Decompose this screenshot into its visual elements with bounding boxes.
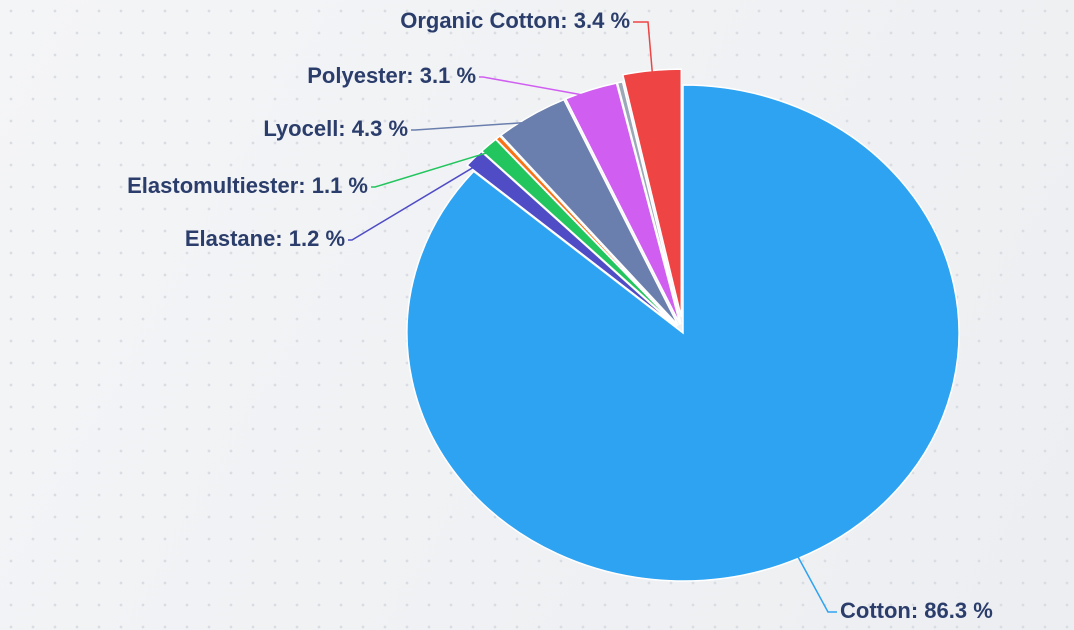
slice-label: Organic Cotton: 3.4 % (400, 8, 630, 33)
leader-line (411, 121, 536, 131)
leader-line (371, 149, 495, 188)
slice-label: Elastane: 1.2 % (185, 226, 345, 251)
leader-line (785, 535, 837, 613)
leader-line (348, 162, 481, 241)
pie-slice (494, 135, 678, 327)
leader-line (633, 21, 654, 78)
slice-label: Cotton: 86.3 % (840, 598, 993, 623)
leader-line (479, 76, 594, 98)
pie-slice (499, 98, 679, 326)
slice-label: Polyester: 3.1 % (307, 63, 476, 88)
slice-label: Lyocell: 4.3 % (263, 116, 408, 141)
pie-slice (616, 80, 682, 325)
slice-label: Elastomultiester: 1.1 % (127, 173, 368, 198)
pie-slice (564, 82, 681, 325)
